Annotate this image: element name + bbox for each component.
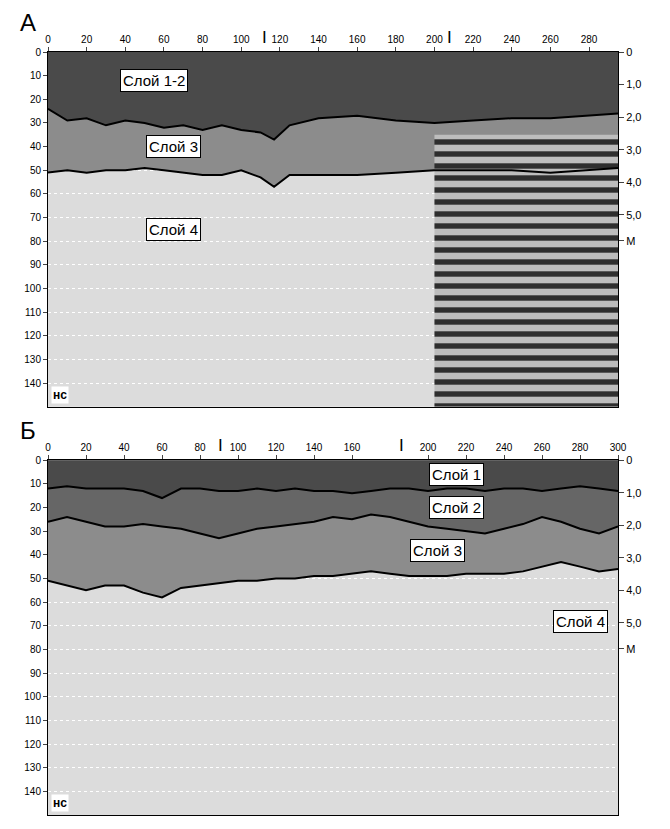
svg-text:120: 120 [24,739,41,750]
svg-text:20: 20 [30,94,42,105]
svg-text:I: I [447,28,452,47]
svg-text:Слой 1: Слой 1 [432,466,481,483]
svg-text:120: 120 [272,34,289,45]
svg-text:30: 30 [30,117,42,128]
svg-text:200: 200 [426,34,443,45]
svg-text:280: 280 [581,34,598,45]
svg-text:Слой 3: Слой 3 [413,542,462,559]
svg-text:80: 80 [30,644,42,655]
svg-text:Слой 4: Слой 4 [556,613,605,630]
svg-text:80: 80 [194,442,206,453]
svg-text:260: 260 [542,34,559,45]
svg-text:0: 0 [626,454,632,466]
svg-text:0: 0 [45,34,51,45]
svg-text:М: М [626,643,635,655]
svg-text:4,0: 4,0 [626,176,641,188]
svg-text:М: М [626,235,635,247]
svg-text:40: 40 [30,141,42,152]
svg-text:нс: нс [53,796,67,810]
svg-text:10: 10 [30,70,42,81]
svg-text:90: 90 [30,668,42,679]
svg-text:300: 300 [610,442,627,453]
svg-text:280: 280 [572,442,589,453]
svg-text:50: 50 [30,165,42,176]
svg-text:90: 90 [30,259,42,270]
svg-text:160: 160 [344,442,361,453]
svg-text:20: 20 [80,442,92,453]
svg-text:220: 220 [458,442,475,453]
svg-text:нс: нс [53,388,67,402]
svg-text:130: 130 [24,762,41,773]
svg-text:70: 70 [30,620,42,631]
svg-text:0: 0 [626,46,632,58]
svg-text:40: 40 [30,549,42,560]
svg-text:40: 40 [118,442,130,453]
svg-text:I: I [399,436,404,455]
svg-text:А: А [20,9,36,36]
svg-text:1,0: 1,0 [626,78,641,90]
svg-text:I: I [218,436,223,455]
svg-text:40: 40 [120,34,132,45]
svg-text:140: 140 [310,34,327,45]
svg-text:I: I [262,28,267,47]
svg-text:240: 240 [503,34,520,45]
svg-text:240: 240 [496,442,513,453]
svg-text:60: 60 [158,34,170,45]
svg-text:140: 140 [24,378,41,389]
svg-text:Слой 1-2: Слой 1-2 [123,72,185,89]
svg-text:20: 20 [30,502,42,513]
svg-text:Слой 3: Слой 3 [149,138,198,155]
svg-text:0: 0 [35,455,41,466]
svg-text:20: 20 [81,34,93,45]
svg-text:180: 180 [387,34,404,45]
svg-text:140: 140 [24,786,41,797]
svg-text:0: 0 [35,47,41,58]
svg-text:2,0: 2,0 [626,519,641,531]
svg-text:60: 60 [156,442,168,453]
svg-text:50: 50 [30,573,42,584]
svg-text:Б: Б [20,417,36,444]
svg-text:0: 0 [45,442,51,453]
svg-text:110: 110 [25,715,41,726]
svg-text:100: 100 [24,691,41,702]
svg-text:5,0: 5,0 [626,209,641,221]
svg-text:100: 100 [233,34,250,45]
svg-text:70: 70 [30,212,42,223]
svg-text:80: 80 [30,236,42,247]
svg-text:60: 60 [30,188,42,199]
svg-text:3,0: 3,0 [626,552,641,564]
svg-text:100: 100 [24,283,41,294]
svg-text:Слой 4: Слой 4 [149,221,198,238]
svg-text:100: 100 [230,442,247,453]
svg-text:140: 140 [306,442,323,453]
svg-text:1,0: 1,0 [626,487,641,499]
svg-text:3,0: 3,0 [626,144,641,156]
svg-text:120: 120 [268,442,285,453]
svg-text:220: 220 [465,34,482,45]
svg-text:5,0: 5,0 [626,617,641,629]
svg-text:260: 260 [534,442,551,453]
svg-text:130: 130 [24,354,41,365]
svg-text:Слой 2: Слой 2 [432,499,481,516]
svg-text:10: 10 [30,478,42,489]
svg-text:120: 120 [24,330,41,341]
svg-text:200: 200 [420,442,437,453]
svg-text:60: 60 [30,597,42,608]
svg-text:2,0: 2,0 [626,111,641,123]
svg-text:80: 80 [197,34,209,45]
svg-text:4,0: 4,0 [626,584,641,596]
svg-text:110: 110 [25,307,41,318]
svg-text:30: 30 [30,526,42,537]
svg-text:160: 160 [349,34,366,45]
